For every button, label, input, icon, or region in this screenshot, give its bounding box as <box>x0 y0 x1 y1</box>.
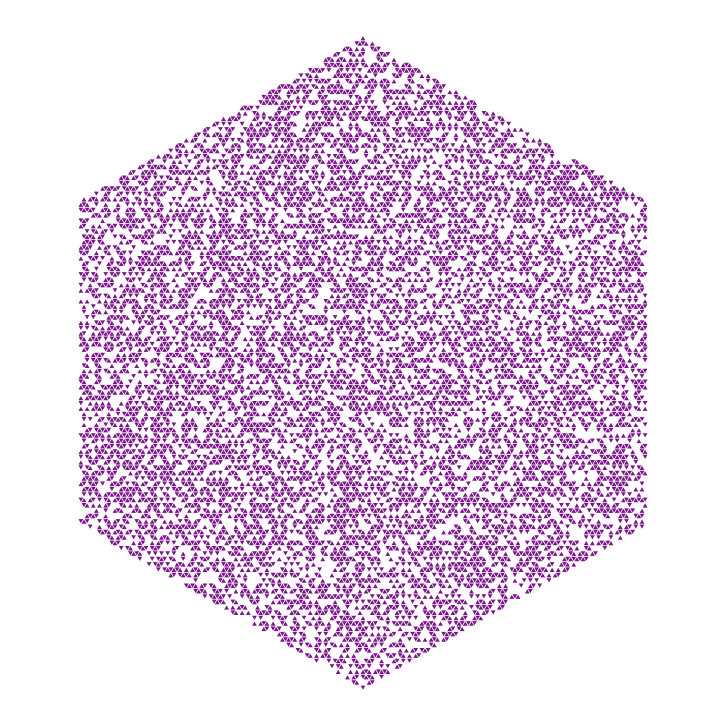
triangles <box>78 36 648 690</box>
